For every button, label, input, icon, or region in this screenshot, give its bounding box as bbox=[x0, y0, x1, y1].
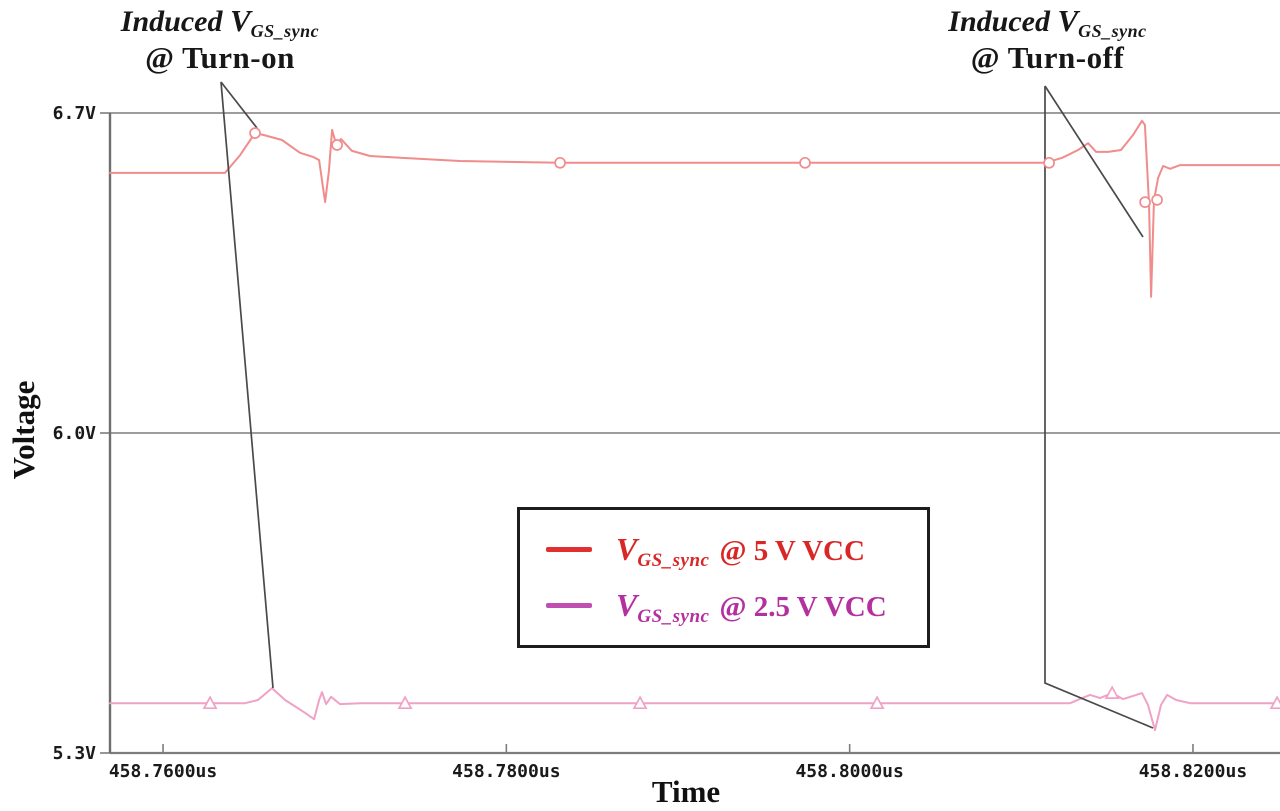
legend-entry-5v: VGS_sync @ 5 V VCC bbox=[520, 531, 927, 571]
trace-marker-triangle bbox=[632, 695, 648, 710]
legend-line-sample-5v bbox=[546, 547, 592, 552]
annotation-turn-on: Induced VGS_sync @ Turn-on bbox=[55, 3, 385, 76]
annotation-turn-off: Induced VGS_sync @ Turn-off bbox=[880, 3, 1215, 76]
y-tick-label: 5.3V bbox=[53, 743, 97, 764]
annotation-turn-off-line1: Induced VGS_sync bbox=[948, 3, 1147, 41]
x-tick-label: 458.8000us bbox=[795, 761, 903, 782]
trace-vgs-2v5 bbox=[109, 687, 1280, 732]
trace-marker-triangle bbox=[202, 695, 218, 710]
annotation-turn-on-line1: Induced VGS_sync bbox=[120, 3, 320, 41]
trace-vgs-5v bbox=[109, 119, 1280, 298]
trace-marker-circle bbox=[1139, 196, 1151, 208]
trace-marker-circle bbox=[799, 156, 811, 169]
trace-marker-circle bbox=[554, 156, 566, 169]
annotation-connector bbox=[1044, 85, 1144, 238]
annotation-turn-off-line2: @ Turn-off bbox=[970, 40, 1125, 76]
legend-label-2v5: VGS_sync @ 2.5 V VCC bbox=[616, 587, 887, 627]
annotation-connector bbox=[1044, 86, 1154, 729]
annotation-turn-on-line2: @ Turn-on bbox=[145, 40, 295, 76]
x-axis-title: Time bbox=[651, 774, 721, 809]
trace-marker-circle bbox=[1151, 194, 1163, 206]
y-tick-label: 6.7V bbox=[53, 103, 97, 124]
legend-line-sample-2v5 bbox=[546, 603, 592, 608]
trace-marker-circle bbox=[1043, 156, 1055, 169]
legend: VGS_sync @ 5 V VCC VGS_sync @ 2.5 V VCC bbox=[517, 507, 930, 648]
trace-marker-triangle bbox=[1269, 695, 1280, 710]
trace-marker-triangle bbox=[397, 695, 413, 710]
x-tick-label: 458.7600us bbox=[109, 761, 217, 782]
legend-label-5v: VGS_sync @ 5 V VCC bbox=[616, 531, 865, 571]
trace-marker-circle bbox=[331, 139, 343, 151]
x-tick-label: 458.8200us bbox=[1139, 761, 1247, 782]
y-axis-title: Voltage bbox=[6, 380, 41, 480]
trace-marker-triangle bbox=[869, 695, 885, 710]
annotation-connector bbox=[220, 81, 274, 689]
x-tick-label: 458.7800us bbox=[452, 761, 560, 782]
y-tick-label: 6.0V bbox=[53, 423, 97, 444]
legend-entry-2v5: VGS_sync @ 2.5 V VCC bbox=[520, 587, 927, 627]
trace-marker-circle bbox=[249, 127, 261, 139]
annotation-connector bbox=[220, 81, 258, 129]
trace-marker-triangle bbox=[1104, 685, 1120, 699]
